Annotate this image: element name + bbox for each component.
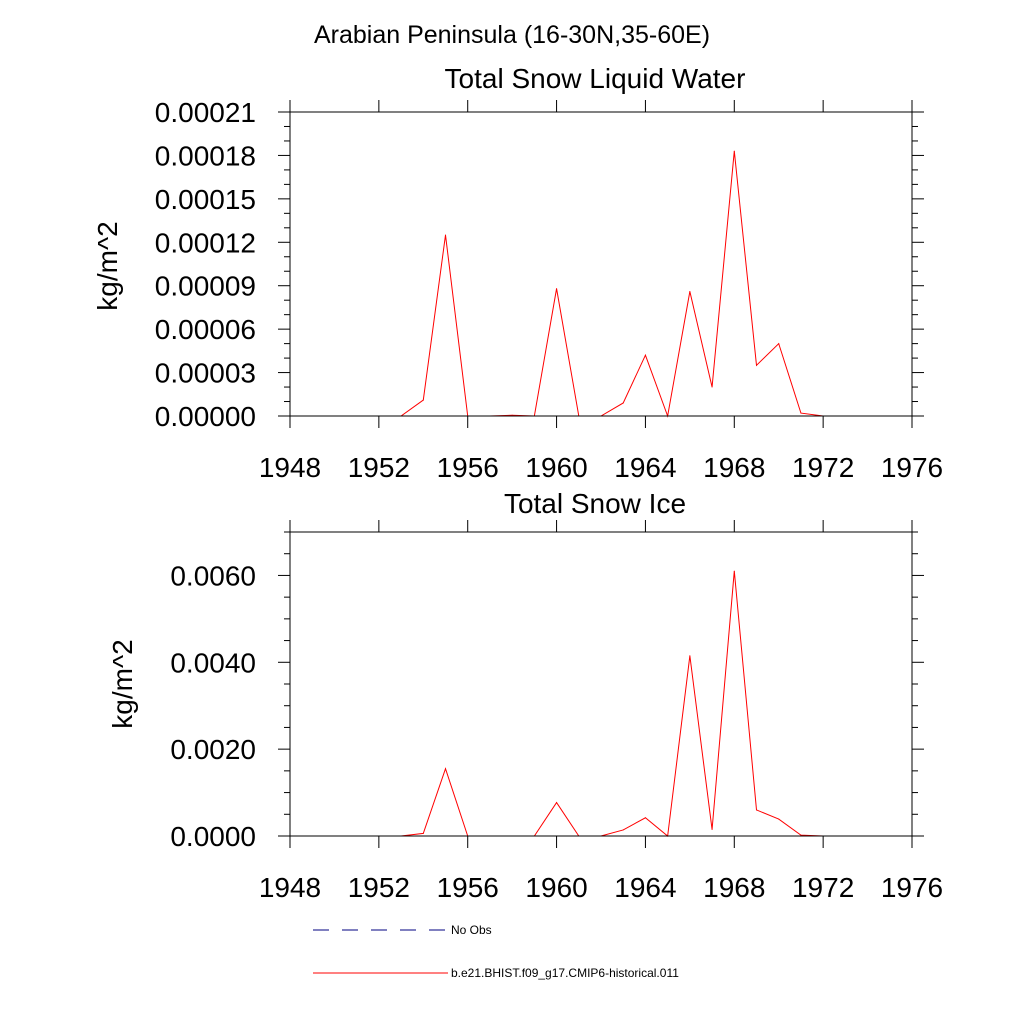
data-point — [422, 399, 424, 401]
data-point — [733, 570, 735, 572]
series-line — [334, 151, 868, 418]
x-tick-label: 1956 — [437, 452, 499, 483]
x-tick-label: 1948 — [259, 452, 321, 483]
x-tick-label: 1968 — [703, 872, 765, 903]
axis-ticks — [278, 520, 924, 848]
legend-label-model: b.e21.BHIST.f09_g17.CMIP6-historical.011 — [451, 966, 679, 980]
plot-title: Total Snow Liquid Water — [445, 63, 746, 94]
y-tick-label: 0.00018 — [155, 140, 256, 171]
data-point — [622, 402, 624, 404]
data-point — [778, 343, 780, 345]
x-tick-label: 1956 — [437, 872, 499, 903]
y-tick-label: 0.00009 — [155, 271, 256, 302]
x-tick-label: 1968 — [703, 452, 765, 483]
x-tick-label: 1952 — [348, 452, 410, 483]
data-point — [445, 234, 446, 236]
panel-snow-ice: Total Snow Ice kg/m^2 1948 1952 1956 1960 19… — [107, 488, 943, 903]
x-tick-label: 1960 — [525, 452, 587, 483]
data-point — [733, 150, 735, 152]
y-axis-label: kg/m^2 — [92, 221, 123, 310]
y-tick-label: 0.00015 — [155, 184, 256, 215]
plot-frame — [289, 531, 913, 837]
data-point — [556, 802, 558, 804]
data-point — [556, 288, 558, 290]
legend: No Obs b.e21.BHIST.f09_g17.CMIP6-histori… — [313, 923, 679, 980]
data-point — [622, 829, 624, 831]
y-tick-label: 0.0000 — [170, 821, 256, 852]
data-point — [644, 354, 646, 356]
x-tick-label: 1972 — [792, 452, 854, 483]
x-tick-label: 1948 — [259, 872, 321, 903]
y-tick-label: 0.00006 — [155, 314, 256, 345]
x-tick-label: 1976 — [881, 872, 943, 903]
plot-frame — [289, 111, 913, 417]
axis-ticks — [278, 100, 924, 428]
plot-title: Total Snow Ice — [504, 488, 686, 519]
x-tick-label: 1964 — [614, 452, 676, 483]
y-tick-label: 0.00003 — [155, 358, 256, 389]
legend-label-no-obs: No Obs — [451, 923, 492, 937]
y-tick-label: 0.00012 — [155, 227, 256, 258]
y-tick-label: 0.00021 — [155, 97, 256, 128]
data-point — [422, 832, 424, 834]
y-axis-label: kg/m^2 — [107, 639, 138, 728]
x-tick-label: 1952 — [348, 872, 410, 903]
data-point — [711, 828, 713, 830]
panel-snow-liquid-water: Total Snow Liquid Water kg/m^2 1948 1952 1… — [92, 63, 943, 483]
x-tick-label: 1964 — [614, 872, 676, 903]
series-group — [333, 150, 869, 418]
y-tick-label: 0.00000 — [155, 401, 256, 432]
series-group — [333, 570, 869, 837]
tick-labels: 1948 1952 1956 1960 1964 1968 1972 1976 0.0000 0.… — [170, 560, 943, 903]
y-tick-label: 0.0020 — [170, 734, 256, 765]
y-tick-label: 0.0060 — [170, 560, 256, 591]
tick-labels: 1948 1952 1956 1960 1964 1968 1972 1976 0.00000 0… — [155, 97, 943, 483]
y-tick-label: 0.0040 — [170, 647, 256, 678]
x-tick-label: 1960 — [525, 872, 587, 903]
data-point — [756, 364, 757, 366]
data-point — [756, 809, 757, 811]
series-line — [334, 571, 868, 837]
x-tick-label: 1972 — [792, 872, 854, 903]
data-point — [711, 386, 713, 388]
data-point — [644, 817, 646, 819]
data-point — [689, 291, 691, 293]
data-point — [800, 834, 802, 836]
data-point — [800, 412, 802, 414]
x-tick-label: 1976 — [881, 452, 943, 483]
data-point — [445, 768, 446, 770]
data-point — [689, 655, 691, 657]
data-point — [778, 818, 780, 820]
figure-title: Arabian Peninsula (16-30N,35-60E) — [314, 21, 710, 49]
